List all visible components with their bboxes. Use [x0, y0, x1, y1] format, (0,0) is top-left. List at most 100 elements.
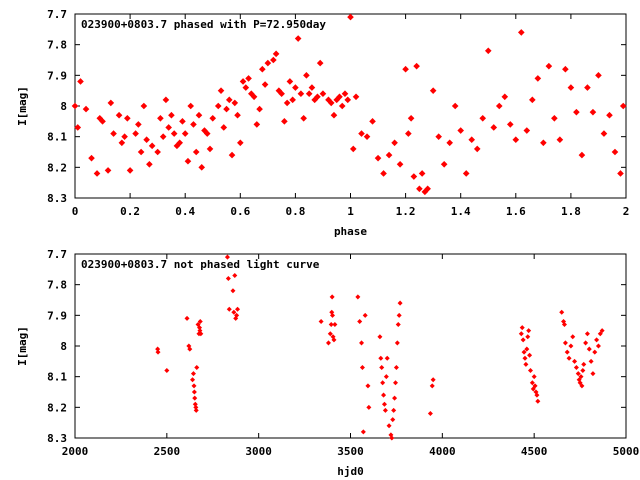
data-point [110, 130, 117, 137]
data-point [578, 151, 586, 159]
data-point [289, 96, 296, 104]
data-point [595, 72, 602, 79]
data-point [392, 380, 399, 386]
data-point [341, 90, 349, 98]
data-point [526, 328, 532, 334]
y-tick-label: 8.3 [47, 192, 67, 205]
data-point [355, 294, 361, 300]
data-point [159, 133, 167, 140]
unphased-data-points [155, 254, 605, 441]
data-point [594, 337, 600, 343]
data-point [176, 139, 183, 147]
x-tick-label: 3000 [245, 445, 272, 458]
data-point [118, 139, 126, 147]
data-point [600, 130, 608, 137]
unphased-x-ticks: 2000 2500 3000 3500 4000 4500 5000 [62, 254, 639, 458]
data-point [162, 96, 170, 104]
phased-plot-title: 023900+0803.7 phased with P=72.950day [81, 18, 326, 31]
data-point [381, 392, 387, 398]
y-tick-label: 8 [60, 100, 67, 113]
data-point [318, 318, 324, 324]
unphased-y-ticks: 7.7 7.8 7.9 8 8.1 8.2 8.3 [47, 248, 626, 445]
data-point [522, 355, 528, 361]
data-point [206, 145, 214, 153]
data-point [363, 133, 371, 140]
data-point [568, 343, 574, 349]
data-point [379, 364, 385, 370]
data-point [157, 114, 164, 122]
data-point [532, 383, 538, 389]
data-point [382, 407, 388, 413]
data-point [191, 389, 197, 395]
data-point [386, 423, 392, 429]
data-point [369, 118, 376, 125]
data-point [203, 130, 211, 137]
data-point [581, 361, 587, 367]
x-tick-label: 2000 [62, 445, 89, 458]
x-tick-label: 4500 [521, 445, 548, 458]
data-point [595, 343, 601, 349]
data-point [512, 136, 520, 144]
data-point [270, 56, 277, 64]
data-point [187, 346, 193, 352]
x-tick-label: 3500 [337, 445, 364, 458]
data-point [264, 59, 272, 67]
data-point [395, 322, 401, 328]
data-point [231, 309, 237, 315]
data-point [140, 102, 148, 110]
data-point [365, 383, 371, 389]
data-point [506, 121, 514, 128]
data-point [327, 99, 335, 107]
data-point [191, 383, 197, 389]
data-point [527, 352, 533, 358]
data-point [195, 322, 201, 328]
data-point [611, 148, 619, 156]
data-point [418, 170, 426, 177]
data-point [380, 170, 387, 177]
y-tick-label: 7.9 [47, 309, 67, 322]
data-point [362, 312, 368, 318]
data-point [590, 371, 596, 377]
data-point [272, 50, 280, 58]
x-tick-label: 0.6 [230, 205, 250, 218]
x-tick-label: 2 [623, 205, 630, 218]
data-point [597, 331, 603, 337]
y-tick-label: 7.7 [47, 8, 67, 21]
data-point [599, 328, 605, 334]
data-point [164, 368, 170, 374]
data-point [564, 349, 570, 355]
data-point [286, 78, 294, 85]
data-point [473, 145, 481, 153]
data-point [381, 401, 387, 407]
data-point [527, 368, 534, 374]
phased-y-axis-label: I[mag] [16, 86, 29, 126]
data-point [259, 65, 266, 73]
data-point [220, 124, 228, 131]
data-point [586, 346, 592, 352]
y-tick-label: 8.2 [47, 401, 67, 414]
unphased-panel: 023900+0803.7 not phased light curve I[m… [16, 248, 639, 478]
data-point [484, 47, 492, 55]
data-point [253, 121, 261, 128]
data-point [523, 127, 531, 134]
data-point [235, 306, 241, 312]
data-point [410, 173, 418, 180]
data-point [384, 355, 390, 361]
data-point [104, 167, 112, 174]
data-point [197, 318, 203, 324]
x-tick-label: 1.6 [506, 205, 526, 218]
y-tick-label: 7.8 [47, 279, 67, 292]
data-point [416, 185, 423, 193]
data-point [579, 383, 585, 389]
data-point [231, 99, 239, 107]
data-point [572, 358, 578, 364]
data-point [329, 294, 335, 300]
data-point [192, 148, 200, 156]
data-point [573, 108, 580, 116]
data-point [198, 164, 206, 171]
data-point [396, 312, 402, 318]
data-point [559, 309, 565, 315]
phased-y-ticks: 7.7 7.8 7.9 8 8.1 8.2 8.3 [47, 8, 626, 205]
data-point [115, 111, 123, 119]
